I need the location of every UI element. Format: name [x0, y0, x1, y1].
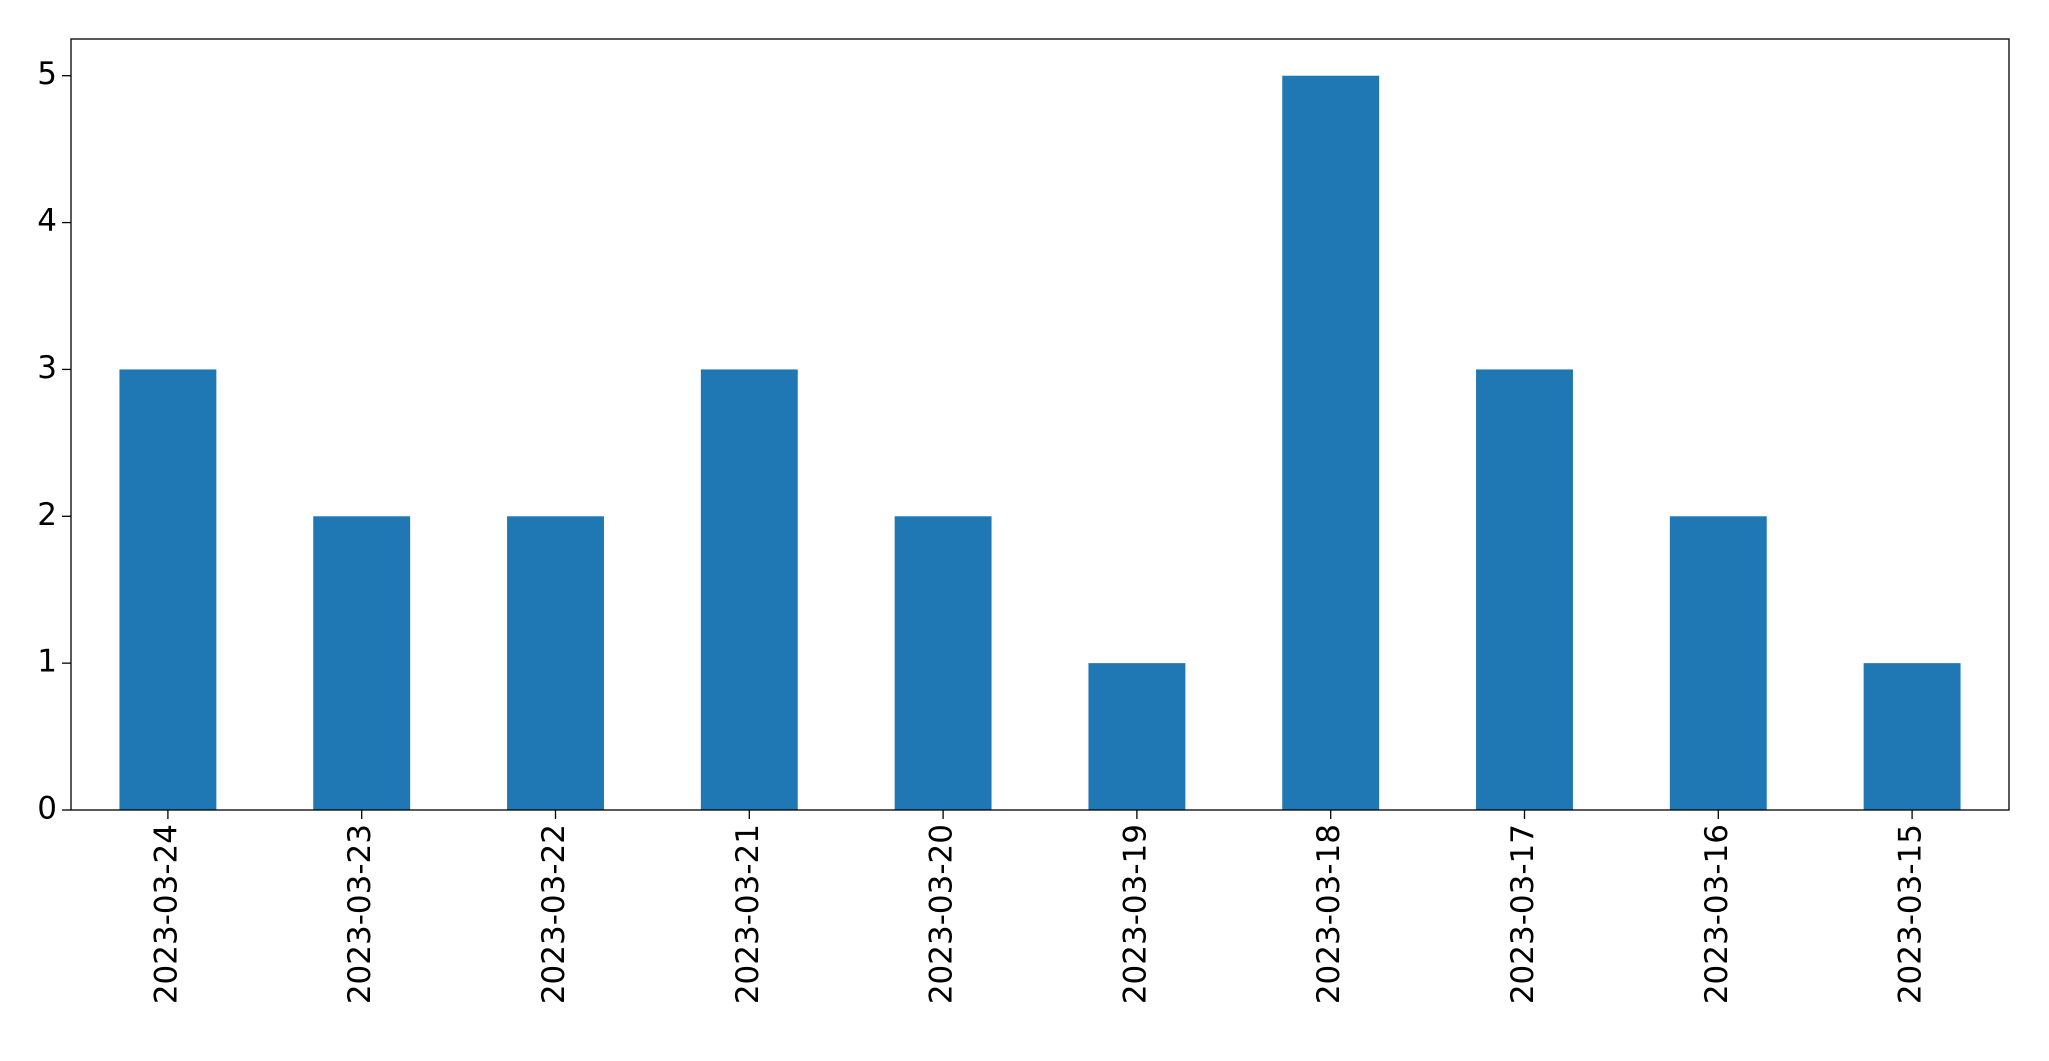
- x-tick-label: 2023-03-18: [1311, 824, 1347, 1004]
- bar: [1088, 663, 1186, 810]
- bar: [507, 516, 604, 810]
- plot-frame: [70, 38, 2010, 811]
- x-tick-label: 2023-03-22: [536, 824, 572, 1004]
- y-tick-label: 5: [37, 56, 57, 92]
- bar: [894, 516, 992, 810]
- bar: [700, 369, 798, 810]
- y-tick-label: 3: [37, 350, 57, 386]
- y-tick-label: 4: [37, 203, 57, 239]
- y-tick-label: 2: [37, 497, 57, 533]
- x-tick-label: 2023-03-20: [924, 824, 960, 1004]
- y-tick-label: 1: [37, 644, 57, 680]
- x-tick-label: 2023-03-17: [1505, 824, 1541, 1004]
- x-tick-label: 2023-03-15: [1893, 824, 1929, 1004]
- y-tick-label: 0: [37, 791, 57, 827]
- x-tick-label: 2023-03-19: [1117, 824, 1153, 1004]
- x-tick-label: 2023-03-21: [730, 824, 766, 1004]
- bar: [1669, 516, 1767, 810]
- bar: [1282, 75, 1380, 810]
- x-tick-label: 2023-03-24: [148, 824, 184, 1004]
- bar: [119, 369, 217, 810]
- bar: [1476, 369, 1573, 810]
- x-tick-label: 2023-03-23: [342, 824, 378, 1004]
- x-tick-label: 2023-03-16: [1699, 824, 1735, 1004]
- bar: [313, 516, 411, 810]
- bar: [1863, 663, 1961, 810]
